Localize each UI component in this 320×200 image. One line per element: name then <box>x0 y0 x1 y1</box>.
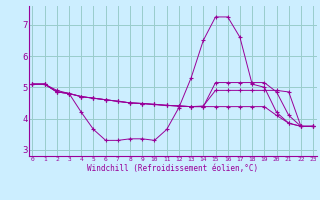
X-axis label: Windchill (Refroidissement éolien,°C): Windchill (Refroidissement éolien,°C) <box>87 164 258 173</box>
